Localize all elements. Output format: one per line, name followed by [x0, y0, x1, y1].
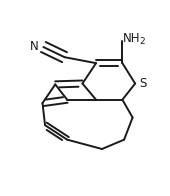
- Text: S: S: [139, 77, 147, 90]
- Text: NH: NH: [123, 32, 141, 45]
- Text: 2: 2: [139, 37, 145, 46]
- Text: N: N: [30, 40, 39, 53]
